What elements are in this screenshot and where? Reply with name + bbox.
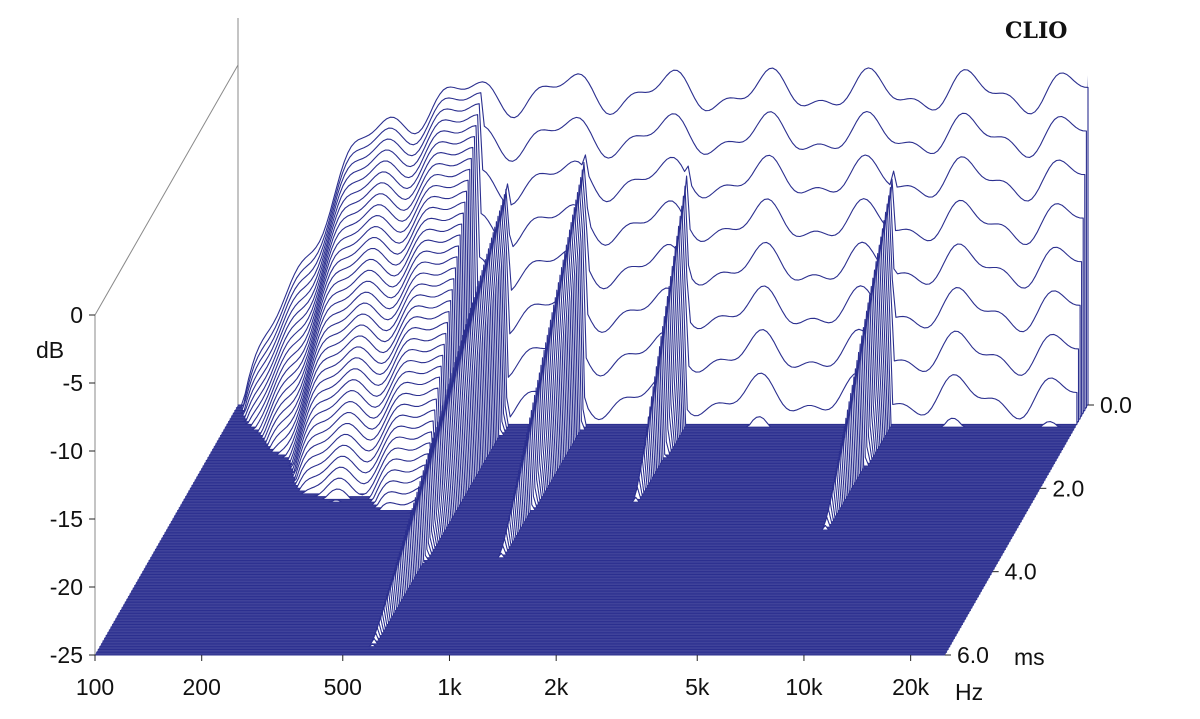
- decay-slice: [172, 394, 1024, 520]
- decay-slice: [177, 378, 1029, 512]
- decay-slice: [153, 459, 1005, 553]
- decay-slice: [107, 616, 959, 634]
- left-wall: [94, 63, 239, 655]
- x-tick-label: 2k: [544, 674, 569, 700]
- decay-slice: [115, 589, 967, 620]
- y-tick-label: -15: [50, 506, 83, 532]
- x-tick-label: 10k: [785, 674, 823, 700]
- decay-slice: [170, 399, 1022, 523]
- decay-slice: [123, 562, 975, 606]
- x-axis-unit: Hz: [955, 679, 983, 705]
- y-tick-label: -5: [63, 370, 83, 396]
- decay-slice: [138, 507, 991, 578]
- decay-slice: [161, 432, 1013, 539]
- decay-slice: [169, 405, 1021, 525]
- y-tick-label: -10: [50, 438, 83, 464]
- decay-slice: [146, 480, 998, 564]
- decay-slice: [173, 388, 1025, 517]
- decay-slice: [116, 583, 968, 617]
- decay-slice: [162, 426, 1014, 537]
- y-tick-label: -20: [50, 574, 83, 600]
- decay-slice: [119, 572, 971, 612]
- decay-slice: [126, 551, 978, 600]
- decay-slice: [129, 540, 981, 595]
- decay-slice: [165, 415, 1018, 531]
- decay-slice: [124, 556, 976, 603]
- decay-slice: [148, 475, 1000, 562]
- decay-slice: [110, 605, 962, 628]
- x-tick-label: 1k: [437, 674, 462, 700]
- decay-slice: [100, 637, 952, 645]
- x-tick-label: 500: [324, 674, 362, 700]
- x-tick-label: 200: [183, 674, 221, 700]
- decay-slice: [154, 453, 1006, 550]
- decay-slice: [121, 567, 973, 609]
- z-tick-label: 0.0: [1100, 392, 1132, 418]
- decay-slice: [178, 372, 1030, 509]
- decay-slice: [102, 632, 954, 642]
- decay-slice: [159, 437, 1011, 542]
- decay-traces: [94, 67, 1089, 656]
- decay-slice: [134, 524, 986, 587]
- decay-slice: [132, 529, 984, 589]
- decay-slice: [99, 643, 951, 648]
- decay-slice: [175, 383, 1027, 514]
- decay-slice: [183, 356, 1035, 500]
- z-tick-label: 4.0: [1005, 559, 1037, 585]
- decay-slice: [180, 367, 1032, 506]
- decay-slice: [164, 421, 1016, 534]
- decay-slice: [167, 410, 1019, 528]
- z-axis-unit: ms: [1014, 644, 1045, 670]
- decay-slice: [105, 621, 957, 637]
- brand-logo-text: CLIO: [1005, 18, 1067, 44]
- decay-slice: [113, 594, 965, 623]
- decay-slice: [158, 443, 1010, 545]
- decay-slice: [103, 627, 956, 639]
- decay-slice: [137, 513, 989, 581]
- decay-slice: [108, 610, 960, 631]
- decay-slice: [135, 518, 987, 584]
- x-tick-label: 20k: [892, 674, 930, 700]
- z-tick-label: 2.0: [1052, 475, 1084, 501]
- decay-slice: [130, 535, 983, 592]
- decay-slice: [111, 599, 964, 625]
- decay-slice: [140, 502, 992, 575]
- decay-slice: [118, 578, 970, 614]
- y-tick-label: 0: [70, 302, 83, 328]
- decay-slice: [156, 448, 1008, 548]
- decay-slice: [143, 491, 995, 570]
- decay-slice: [151, 464, 1003, 556]
- x-tick-label: 100: [76, 674, 114, 700]
- decay-slice: [145, 486, 997, 567]
- x-tick-label: 5k: [685, 674, 710, 700]
- axes: 0 -5 -10 -15 -20 -25 100 200 500 1k 2k 5k 10k 20k 0.0 2…: [50, 302, 1132, 700]
- y-axis-label: dB: [36, 337, 64, 363]
- decay-slice: [181, 361, 1033, 503]
- z-tick-label: 6.0: [957, 642, 989, 668]
- decay-slice: [127, 545, 979, 598]
- decay-slice: [142, 497, 994, 573]
- y-tick-label: -25: [50, 642, 83, 668]
- decay-slice: [150, 470, 1002, 559]
